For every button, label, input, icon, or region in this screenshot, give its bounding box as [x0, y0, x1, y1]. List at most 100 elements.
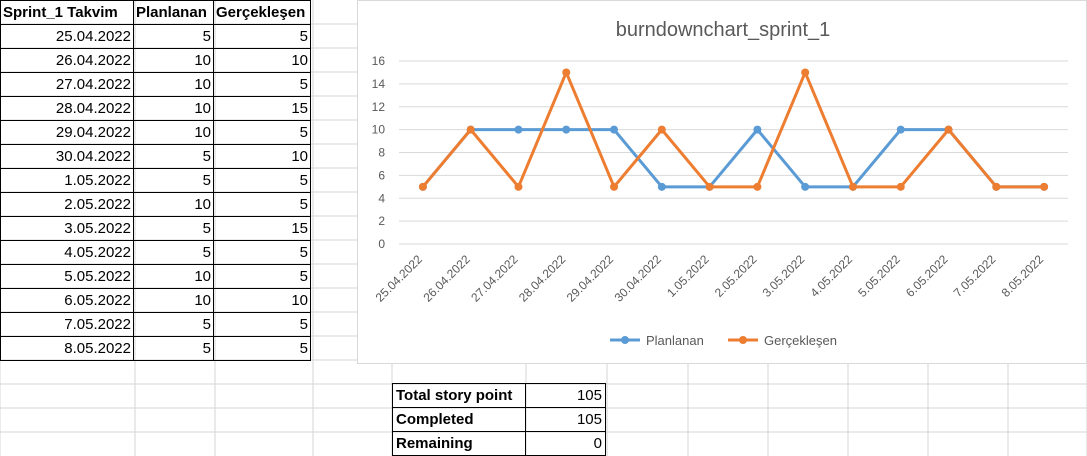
sprint-data-table: Sprint_1 Takvim Planlanan Gerçekleşen 25…	[0, 0, 311, 361]
date-cell[interactable]: 29.04.2022	[0, 120, 134, 145]
planlanan-cell[interactable]: 10	[133, 48, 214, 73]
table-row: 29.04.2022 10 5	[0, 120, 311, 145]
x-tick-label: 5.05.2022	[855, 252, 903, 300]
planlanan-cell[interactable]: 5	[133, 168, 214, 193]
gerceklesen-cell[interactable]: 5	[213, 24, 311, 49]
planlanan-cell[interactable]: 10	[133, 192, 214, 217]
y-tick-label: 0	[378, 237, 385, 251]
planlanan-marker	[562, 125, 571, 134]
planlanan-cell[interactable]: 5	[133, 336, 214, 361]
date-cell[interactable]: 27.04.2022	[0, 72, 134, 97]
completed-label[interactable]: Completed	[392, 407, 526, 432]
gerceklesen-marker	[753, 182, 762, 191]
chart-canvas: burndownchart_sprint_1 0 2 4 6 8 10 12 14 16 25.04…	[372, 19, 1068, 348]
table-row: 2.05.2022 10 5	[0, 192, 311, 217]
x-tick-label: 28.04.2022	[516, 252, 569, 305]
y-tick-label: 4	[378, 191, 385, 205]
gerceklesen-marker	[466, 125, 475, 134]
burndown-chart[interactable]: burndownchart_sprint_1 0 2 4 6 8 10 12 14 16 25.04…	[357, 0, 1087, 364]
gerceklesen-cell[interactable]: 5	[213, 168, 311, 193]
header-date[interactable]: Sprint_1 Takvim	[0, 0, 134, 25]
gerceklesen-cell[interactable]: 15	[213, 96, 311, 121]
remaining-label[interactable]: Remaining	[392, 431, 526, 456]
remaining-value[interactable]: 0	[525, 431, 606, 456]
x-tick-label: 1.05.2022	[664, 252, 712, 300]
date-cell[interactable]: 5.05.2022	[0, 264, 134, 289]
gerceklesen-marker	[801, 68, 810, 77]
gerceklesen-cell[interactable]: 5	[213, 336, 311, 361]
gerceklesen-cell[interactable]: 5	[213, 264, 311, 289]
gerceklesen-cell[interactable]: 5	[213, 120, 311, 145]
gerceklesen-cell[interactable]: 5	[213, 192, 311, 217]
planlanan-cell[interactable]: 10	[133, 72, 214, 97]
x-tick-label: 30.04.2022	[612, 252, 665, 305]
table-row: 6.05.2022 10 10	[0, 288, 311, 313]
legend-label-planlanan: Planlanan	[646, 333, 704, 348]
planlanan-cell[interactable]: 5	[133, 240, 214, 265]
planlanan-cell[interactable]: 10	[133, 264, 214, 289]
planlanan-marker	[610, 125, 619, 134]
table-row: 5.05.2022 10 5	[0, 264, 311, 289]
chart-title: burndownchart_sprint_1	[616, 19, 831, 41]
y-tick-label: 10	[372, 123, 386, 137]
gerceklesen-marker	[896, 182, 905, 191]
date-cell[interactable]: 25.04.2022	[0, 24, 134, 49]
legend-marker-gerceklesen	[739, 336, 747, 344]
total-value[interactable]: 105	[525, 383, 606, 408]
date-cell[interactable]: 1.05.2022	[0, 168, 134, 193]
gerceklesen-cell[interactable]: 5	[213, 72, 311, 97]
planlanan-marker	[514, 125, 523, 134]
x-tick-label: 3.05.2022	[760, 252, 808, 300]
gerceklesen-marker	[562, 68, 571, 77]
planlanan-cell[interactable]: 10	[133, 96, 214, 121]
date-cell[interactable]: 26.04.2022	[0, 48, 134, 73]
completed-value[interactable]: 105	[525, 407, 606, 432]
table-row: 1.05.2022 5 5	[0, 168, 311, 193]
planlanan-cell[interactable]: 5	[133, 216, 214, 241]
x-tick-label: 26.04.2022	[420, 252, 473, 305]
x-tick-label: 4.05.2022	[807, 252, 855, 300]
table-row: 25.04.2022 5 5	[0, 24, 311, 49]
planlanan-cell[interactable]: 10	[133, 120, 214, 145]
gerceklesen-cell[interactable]: 5	[213, 312, 311, 337]
total-label[interactable]: Total story point	[392, 383, 526, 408]
x-tick-label: 29.04.2022	[564, 252, 617, 305]
table-row: 7.05.2022 5 5	[0, 312, 311, 337]
date-cell[interactable]: 2.05.2022	[0, 192, 134, 217]
table-row: 28.04.2022 10 15	[0, 96, 311, 121]
gerceklesen-cell[interactable]: 5	[213, 240, 311, 265]
planlanan-cell[interactable]: 5	[133, 312, 214, 337]
planlanan-cell[interactable]: 10	[133, 288, 214, 313]
x-tick-label: 25.04.2022	[373, 252, 426, 305]
gerceklesen-cell[interactable]: 10	[213, 288, 311, 313]
table-row: 4.05.2022 5 5	[0, 240, 311, 265]
planlanan-cell[interactable]: 5	[133, 144, 214, 169]
remaining-row: Remaining 0	[392, 431, 606, 456]
table-row: 30.04.2022 5 10	[0, 144, 311, 169]
gerceklesen-cell[interactable]: 15	[213, 216, 311, 241]
date-cell[interactable]: 3.05.2022	[0, 216, 134, 241]
gerceklesen-cell[interactable]: 10	[213, 144, 311, 169]
y-tick-label: 14	[372, 77, 386, 91]
date-cell[interactable]: 6.05.2022	[0, 288, 134, 313]
gerceklesen-marker	[848, 182, 857, 191]
table-row: 8.05.2022 5 5	[0, 336, 311, 361]
total-row: Total story point 105	[392, 383, 606, 408]
gerceklesen-cell[interactable]: 10	[213, 48, 311, 73]
gerceklesen-marker	[1040, 182, 1049, 191]
date-cell[interactable]: 8.05.2022	[0, 336, 134, 361]
gerceklesen-marker	[944, 125, 953, 134]
planlanan-cell[interactable]: 5	[133, 24, 214, 49]
gerceklesen-marker	[992, 182, 1001, 191]
header-planlanan[interactable]: Planlanan	[133, 0, 214, 25]
table-row: 27.04.2022 10 5	[0, 72, 311, 97]
gerceklesen-line	[421, 70, 1045, 189]
x-tick-label: 8.05.2022	[999, 252, 1047, 300]
date-cell[interactable]: 28.04.2022	[0, 96, 134, 121]
gerceklesen-marker	[705, 182, 714, 191]
date-cell[interactable]: 4.05.2022	[0, 240, 134, 265]
date-cell[interactable]: 7.05.2022	[0, 312, 134, 337]
header-gerceklesen[interactable]: Gerçekleşen	[213, 0, 311, 25]
header-row: Sprint_1 Takvim Planlanan Gerçekleşen	[0, 0, 311, 25]
date-cell[interactable]: 30.04.2022	[0, 144, 134, 169]
